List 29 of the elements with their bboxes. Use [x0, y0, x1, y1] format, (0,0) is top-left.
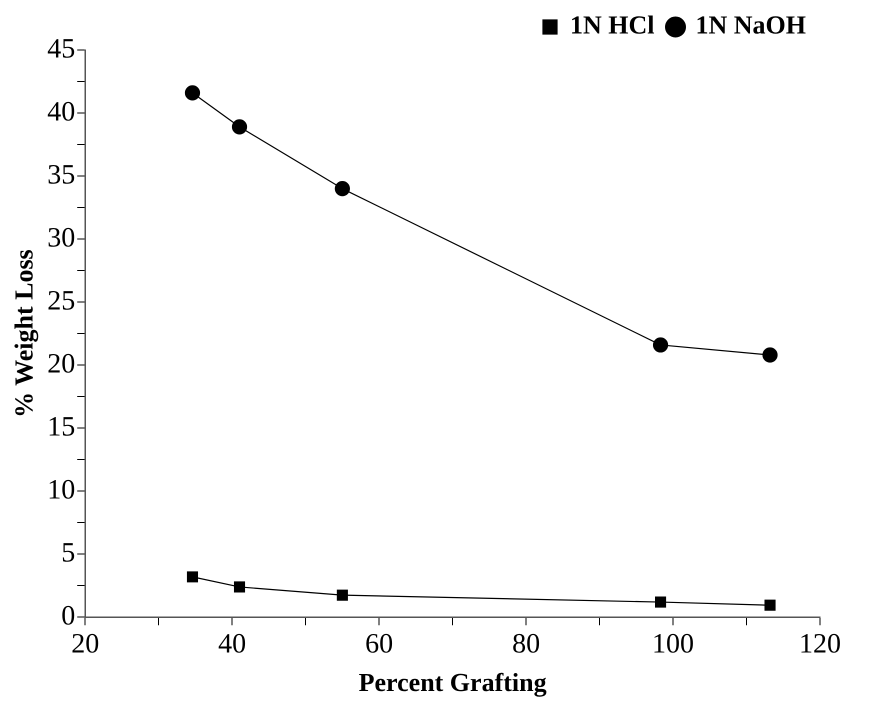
point [234, 581, 246, 592]
point [336, 590, 348, 601]
y-tick-label: 40 [47, 96, 76, 128]
x-tick-label: 100 [652, 628, 694, 660]
y-axis-title: % Weight Loss [9, 249, 38, 418]
point [232, 119, 248, 134]
x-tick-label: 120 [799, 628, 841, 660]
point [184, 85, 200, 100]
point [186, 571, 198, 582]
x-tick-label: 80 [512, 628, 540, 660]
point [652, 337, 668, 353]
y-tick-label: 45 [47, 33, 76, 64]
x-tick-label: 40 [218, 628, 246, 660]
y-tick-label: 15 [47, 411, 76, 442]
y-tick-label: 0 [61, 600, 76, 632]
legend-label: 1N HCl [570, 10, 654, 40]
legend-label: 1N NaOH [696, 10, 806, 40]
x-tick-label: 60 [365, 628, 394, 660]
point [764, 600, 776, 611]
y-tick-label: 25 [47, 285, 76, 316]
point [762, 347, 778, 363]
y-tick-label: 35 [47, 159, 76, 190]
point [334, 181, 350, 196]
y-tick-label: 5 [61, 538, 76, 569]
y-tick-label: 20 [47, 348, 76, 380]
x-axis-title: Percent Grafting [358, 668, 547, 698]
y-tick-label: 10 [47, 474, 76, 506]
point [655, 596, 666, 608]
y-tick-label: 30 [47, 222, 76, 254]
